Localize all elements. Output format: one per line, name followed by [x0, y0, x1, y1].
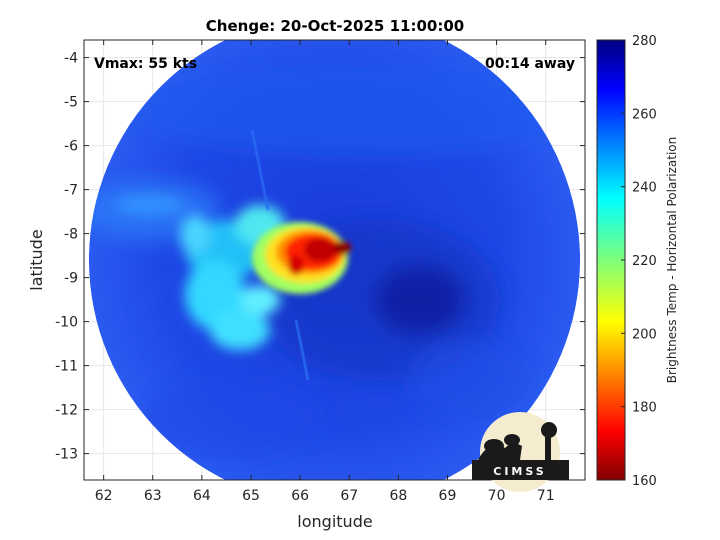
time-offset-annotation: 00:14 away	[485, 56, 575, 72]
colorbar-label: Brightness Temp - Horizontal Polarizatio…	[665, 137, 679, 384]
colorbar-tick-label: 160	[632, 474, 657, 489]
colorbar-tick-label: 240	[632, 181, 657, 196]
y-tick-label: -5	[64, 95, 78, 111]
y-axis-label: latitude	[27, 229, 46, 290]
x-tick-label: 63	[144, 488, 162, 504]
vmax-annotation: Vmax: 55 kts	[94, 56, 197, 72]
colorbar: 280 260 240 220 200 180 160 Brightness Temp - …	[596, 34, 679, 489]
y-tick-label: -8	[64, 227, 78, 243]
y-tick-label: -9	[64, 271, 78, 287]
x-axis-label: longitude	[297, 512, 372, 531]
y-tick-label: -12	[55, 403, 78, 419]
colorbar-tick-label: 200	[632, 327, 657, 342]
y-axis-ticks: -4 -5 -6 -7 -8 -9 -10 -11 -12 -13	[55, 51, 585, 463]
colorbar-scale	[596, 39, 626, 481]
y-tick-label: -7	[64, 183, 78, 199]
x-tick-label: 64	[193, 488, 211, 504]
colorbar-ticks: 280 260 240 220 200 180 160	[621, 34, 657, 489]
x-tick-label: 62	[95, 488, 113, 504]
x-tick-label: 65	[242, 488, 260, 504]
y-tick-label: -11	[55, 359, 78, 375]
x-tick-label: 68	[389, 488, 407, 504]
plot-area: 62 63 64 65 66 67 68 69 70 71 -4-5-6-7-8-9-10-11-…	[55, 39, 586, 504]
brightness-temp-swath	[88, 40, 581, 480]
x-axis-ticks: 62 63 64 65 66 67 68 69 70 71	[95, 40, 555, 504]
cimss-logo: CIMSS	[472, 412, 569, 492]
y-tick-label: -10	[55, 315, 78, 331]
colorbar-tick-label: 280	[632, 34, 657, 49]
chart-title: Chenge: 20-Oct-2025 11:00:00	[206, 17, 464, 35]
x-tick-label: 67	[340, 488, 358, 504]
x-tick-label: 66	[291, 488, 309, 504]
colorbar-tick-label: 260	[632, 107, 657, 122]
colorbar-tick-label: 180	[632, 401, 657, 416]
x-tick-label: 69	[439, 488, 457, 504]
y-tick-label: -13	[55, 447, 78, 463]
y-tick-label: -4	[64, 51, 78, 67]
x-tick-label: 71	[537, 488, 555, 504]
x-tick-label: 70	[488, 488, 506, 504]
plot-frame	[83, 39, 586, 481]
y-tick-label: -6	[64, 139, 78, 155]
cimss-logo-text: CIMSS	[493, 465, 546, 478]
colorbar-tick-label: 220	[632, 254, 657, 269]
